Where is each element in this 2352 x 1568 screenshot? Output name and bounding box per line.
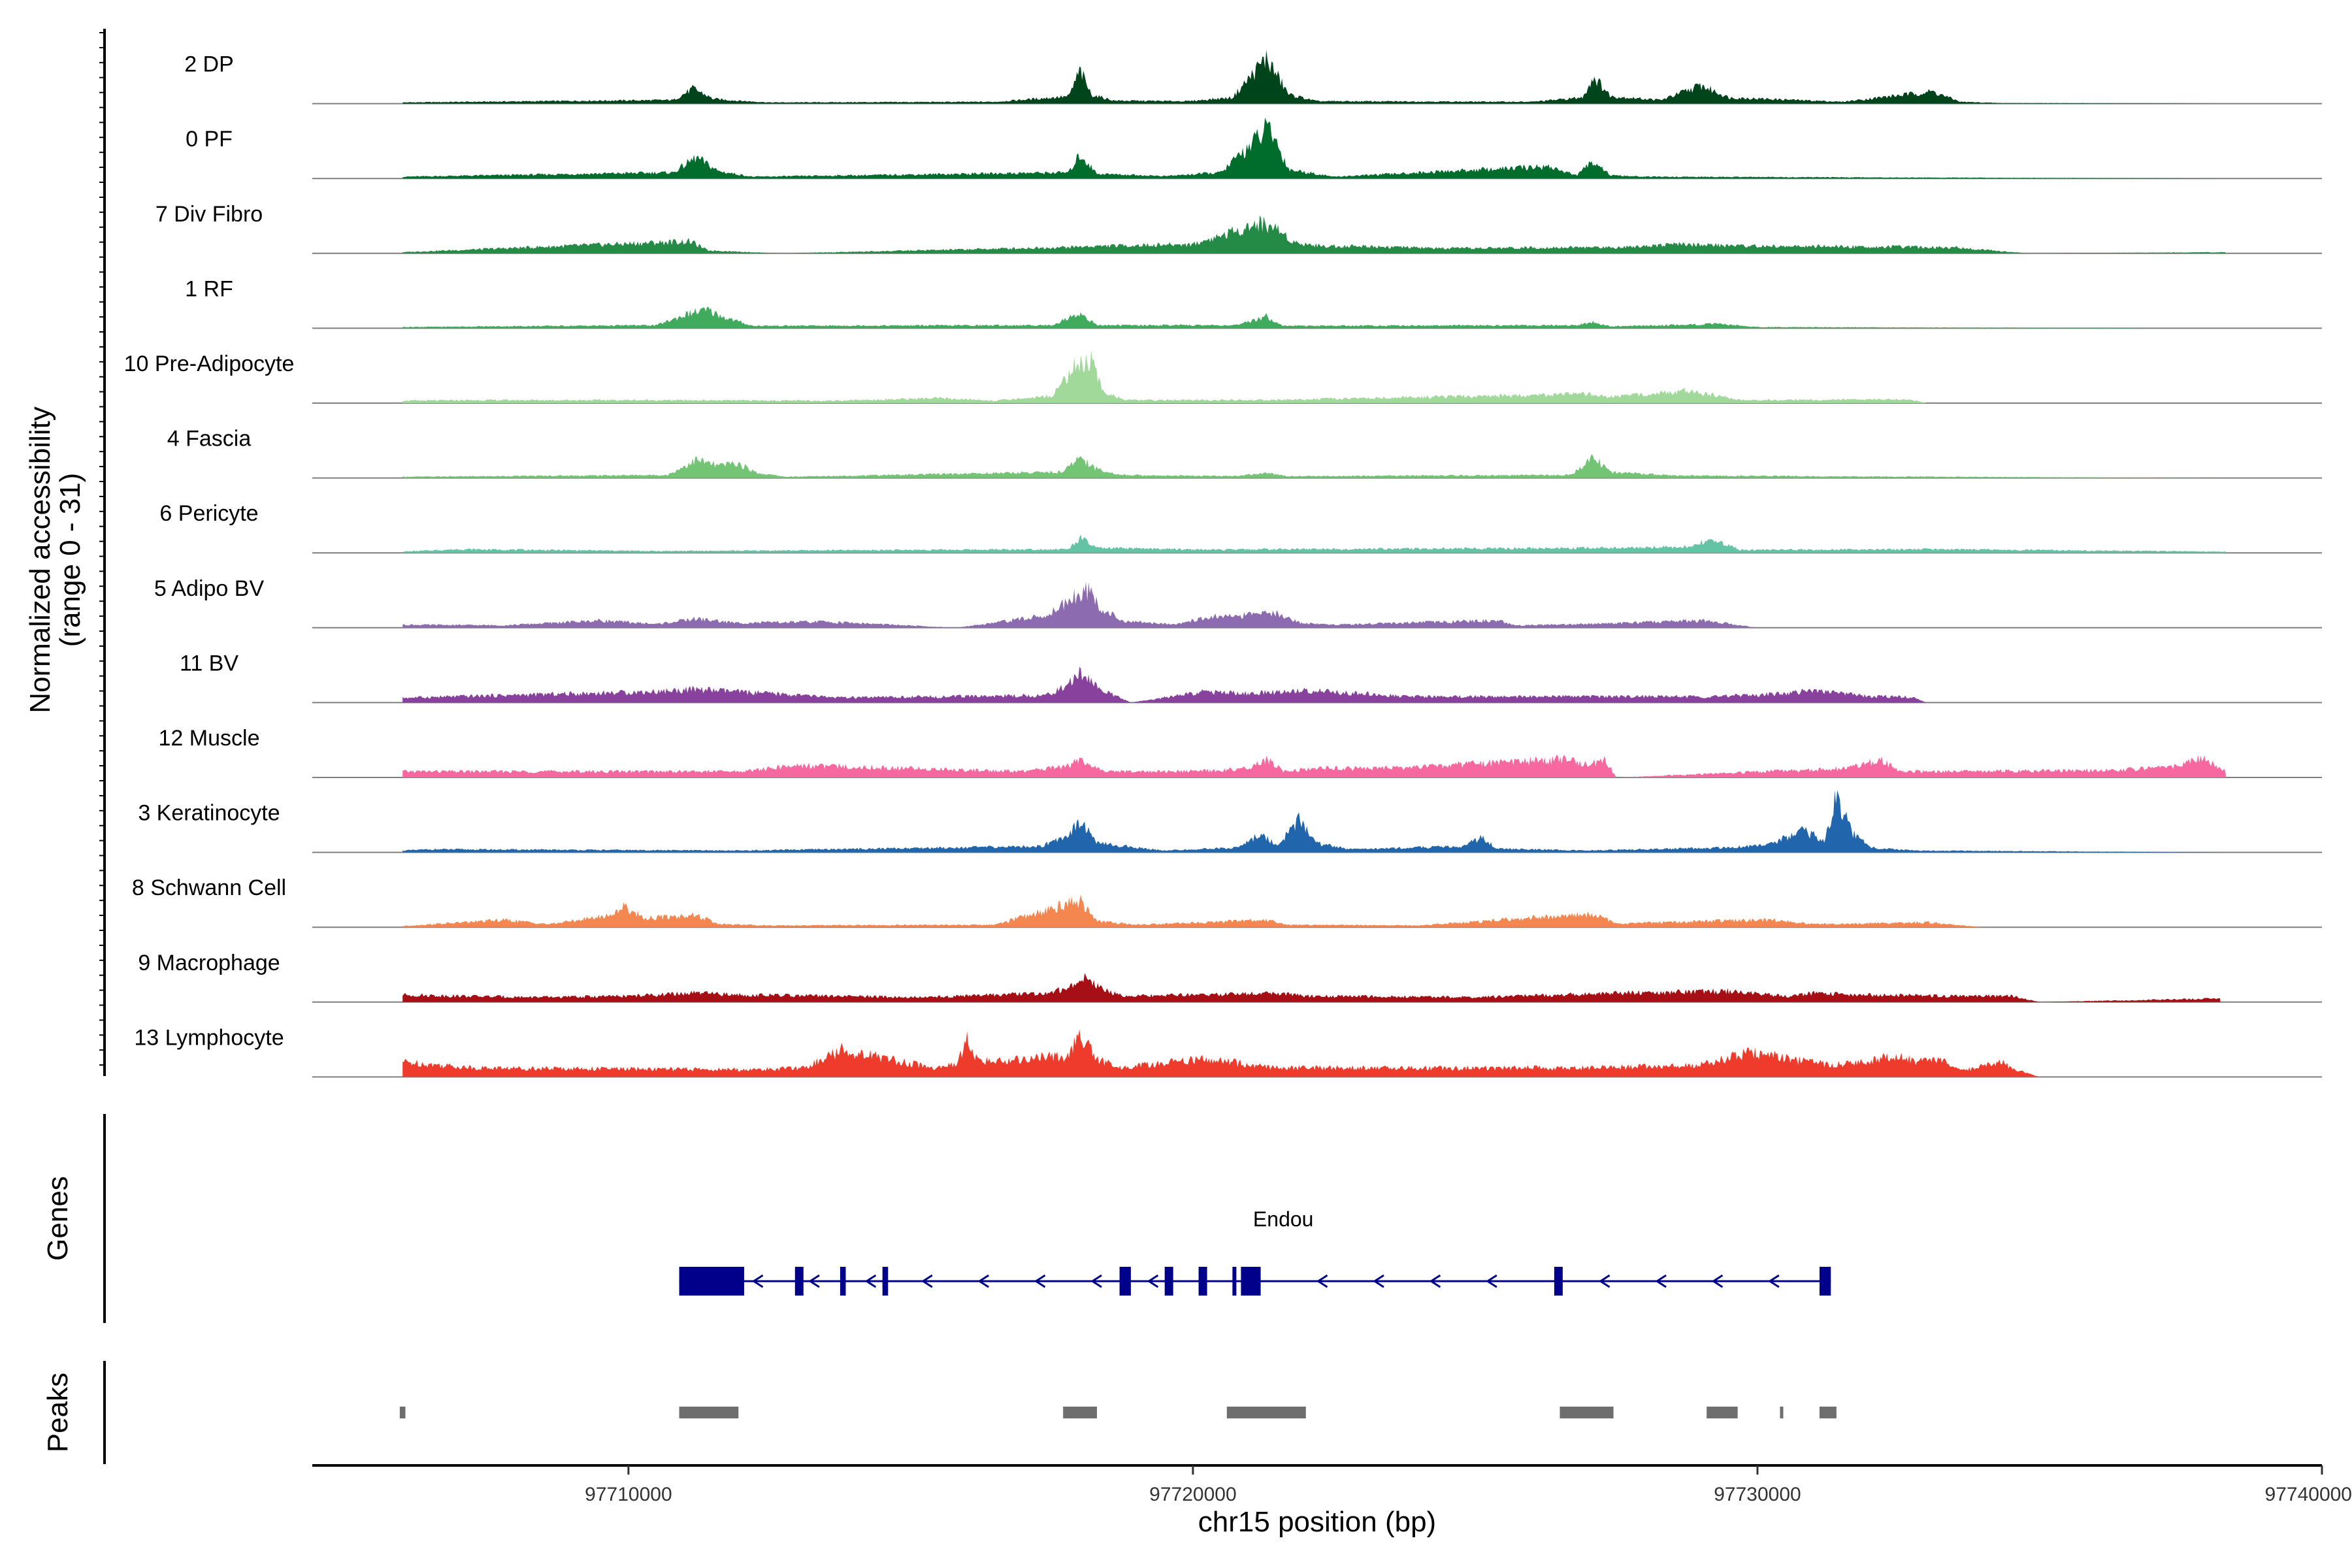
track-label: 5 Adipo BV xyxy=(154,576,265,601)
coverage-track: 12 Muscle xyxy=(159,726,2322,778)
gene-exon xyxy=(1820,1267,1831,1296)
x-axis-title: chr15 position (bp) xyxy=(1198,1506,1436,1538)
coverage-track: 2 DP xyxy=(184,50,2322,105)
y-axis-title-range: (range 0 - 31) xyxy=(54,473,86,647)
coverage-area xyxy=(402,454,2227,478)
peak-region xyxy=(1560,1407,1614,1418)
track-label: 7 Div Fibro xyxy=(155,202,263,227)
gene-exon xyxy=(882,1267,889,1296)
peak-region xyxy=(1820,1407,1837,1418)
x-axis-tick-label: 97710000 xyxy=(585,1484,672,1505)
strand-arrow xyxy=(1429,1274,1441,1288)
coverage-y-axis-ticks xyxy=(99,32,105,1066)
peak-track xyxy=(399,1407,1837,1418)
peak-region xyxy=(1780,1407,1784,1418)
strand-arrow xyxy=(864,1274,877,1288)
gene-exon xyxy=(1198,1267,1207,1296)
x-axis-tick-label: 97740000 xyxy=(2265,1484,2352,1505)
track-label: 12 Muscle xyxy=(159,726,260,751)
coverage-track: 1 RF xyxy=(185,276,2322,329)
coverage-area xyxy=(402,1029,2040,1077)
x-axis-ticks: 97710000 97720000 97730000 97740000 xyxy=(585,1465,2352,1505)
x-axis-tick-label: 97730000 xyxy=(1714,1484,1801,1505)
coverage-area xyxy=(402,666,1927,703)
coverage-track: 7 Div Fibro xyxy=(155,202,2322,254)
track-label: 1 RF xyxy=(185,276,233,301)
gene-exon xyxy=(679,1267,744,1296)
strand-arrow xyxy=(1598,1274,1610,1288)
coverage-area xyxy=(402,215,2227,253)
track-label: 8 Schwann Cell xyxy=(132,875,286,900)
track-label: 6 Pericyte xyxy=(159,501,258,526)
coverage-area xyxy=(402,118,2227,179)
track-label: 2 DP xyxy=(184,52,234,77)
gene-exon xyxy=(1119,1267,1131,1296)
peak-region xyxy=(1707,1407,1738,1418)
gene-exon xyxy=(794,1267,804,1296)
gene-track: Endou xyxy=(679,1207,1831,1296)
genes-panel-title: Genes xyxy=(42,1176,74,1261)
track-label: 0 PF xyxy=(186,127,233,152)
strand-arrow xyxy=(1373,1274,1384,1288)
coverage-track: 13 Lymphocyte xyxy=(134,1025,2322,1078)
coverage-area xyxy=(402,350,1927,403)
coverage-track: 5 Adipo BV xyxy=(154,576,2322,629)
strand-arrow xyxy=(751,1274,764,1288)
track-label: 13 Lymphocyte xyxy=(134,1025,284,1050)
coverage-track: 3 Keratinocyte xyxy=(138,790,2322,853)
coverage-area xyxy=(402,50,2227,104)
coverage-area xyxy=(402,973,2221,1002)
coverage-area xyxy=(402,790,2227,853)
peak-region xyxy=(679,1407,739,1418)
strand-arrow xyxy=(808,1274,820,1288)
strand-arrow xyxy=(1768,1274,1780,1288)
coverage-tracks: 2 DP 0 PF 7 Div Fibro 1 RF 10 Pre-Adipocyte 4… xyxy=(124,50,2322,1078)
peak-region xyxy=(399,1407,406,1418)
strand-arrow xyxy=(1316,1274,1328,1288)
coverage-track: 6 Pericyte xyxy=(159,501,2322,554)
gene-exon xyxy=(1241,1267,1261,1296)
y-axis-title: Normalized accessibility xyxy=(24,406,56,713)
peaks-panel-title: Peaks xyxy=(42,1373,74,1452)
x-axis-tick-label: 97720000 xyxy=(1149,1484,1236,1505)
coverage-track: 0 PF xyxy=(186,118,2322,180)
strand-arrow xyxy=(1147,1274,1159,1288)
gene-exon xyxy=(1232,1267,1237,1296)
strand-arrow xyxy=(921,1274,933,1288)
coverage-track: 10 Pre-Adipocyte xyxy=(124,350,2322,404)
coverage-area xyxy=(402,306,2227,329)
gene-exon xyxy=(1164,1267,1173,1296)
gene-name-label: Endou xyxy=(1253,1207,1314,1231)
track-label: 3 Keratinocyte xyxy=(138,801,280,826)
gene-exon xyxy=(1554,1267,1563,1296)
coverage-area xyxy=(402,581,1758,628)
coverage-track: 4 Fascia xyxy=(167,427,2322,479)
gene-exon xyxy=(840,1267,846,1296)
strand-arrow xyxy=(1486,1274,1497,1288)
strand-arrow xyxy=(1655,1274,1667,1288)
strand-arrow xyxy=(977,1274,990,1288)
strand-arrow xyxy=(1711,1274,1723,1288)
track-label: 11 BV xyxy=(180,651,238,676)
coverage-track: 9 Macrophage xyxy=(138,951,2322,1003)
coverage-area xyxy=(402,534,2227,553)
coverage-area xyxy=(402,755,2227,777)
strand-arrow xyxy=(1090,1274,1102,1288)
coverage-area xyxy=(402,894,1984,928)
track-label: 9 Macrophage xyxy=(138,951,280,975)
track-label: 4 Fascia xyxy=(167,427,252,451)
peak-region xyxy=(1063,1407,1097,1418)
coverage-track: 8 Schwann Cell xyxy=(132,875,2322,928)
coverage-track: 11 BV xyxy=(180,651,2322,704)
strand-arrow xyxy=(1034,1274,1046,1288)
track-label: 10 Pre-Adipocyte xyxy=(124,351,295,376)
peak-region xyxy=(1226,1407,1306,1418)
